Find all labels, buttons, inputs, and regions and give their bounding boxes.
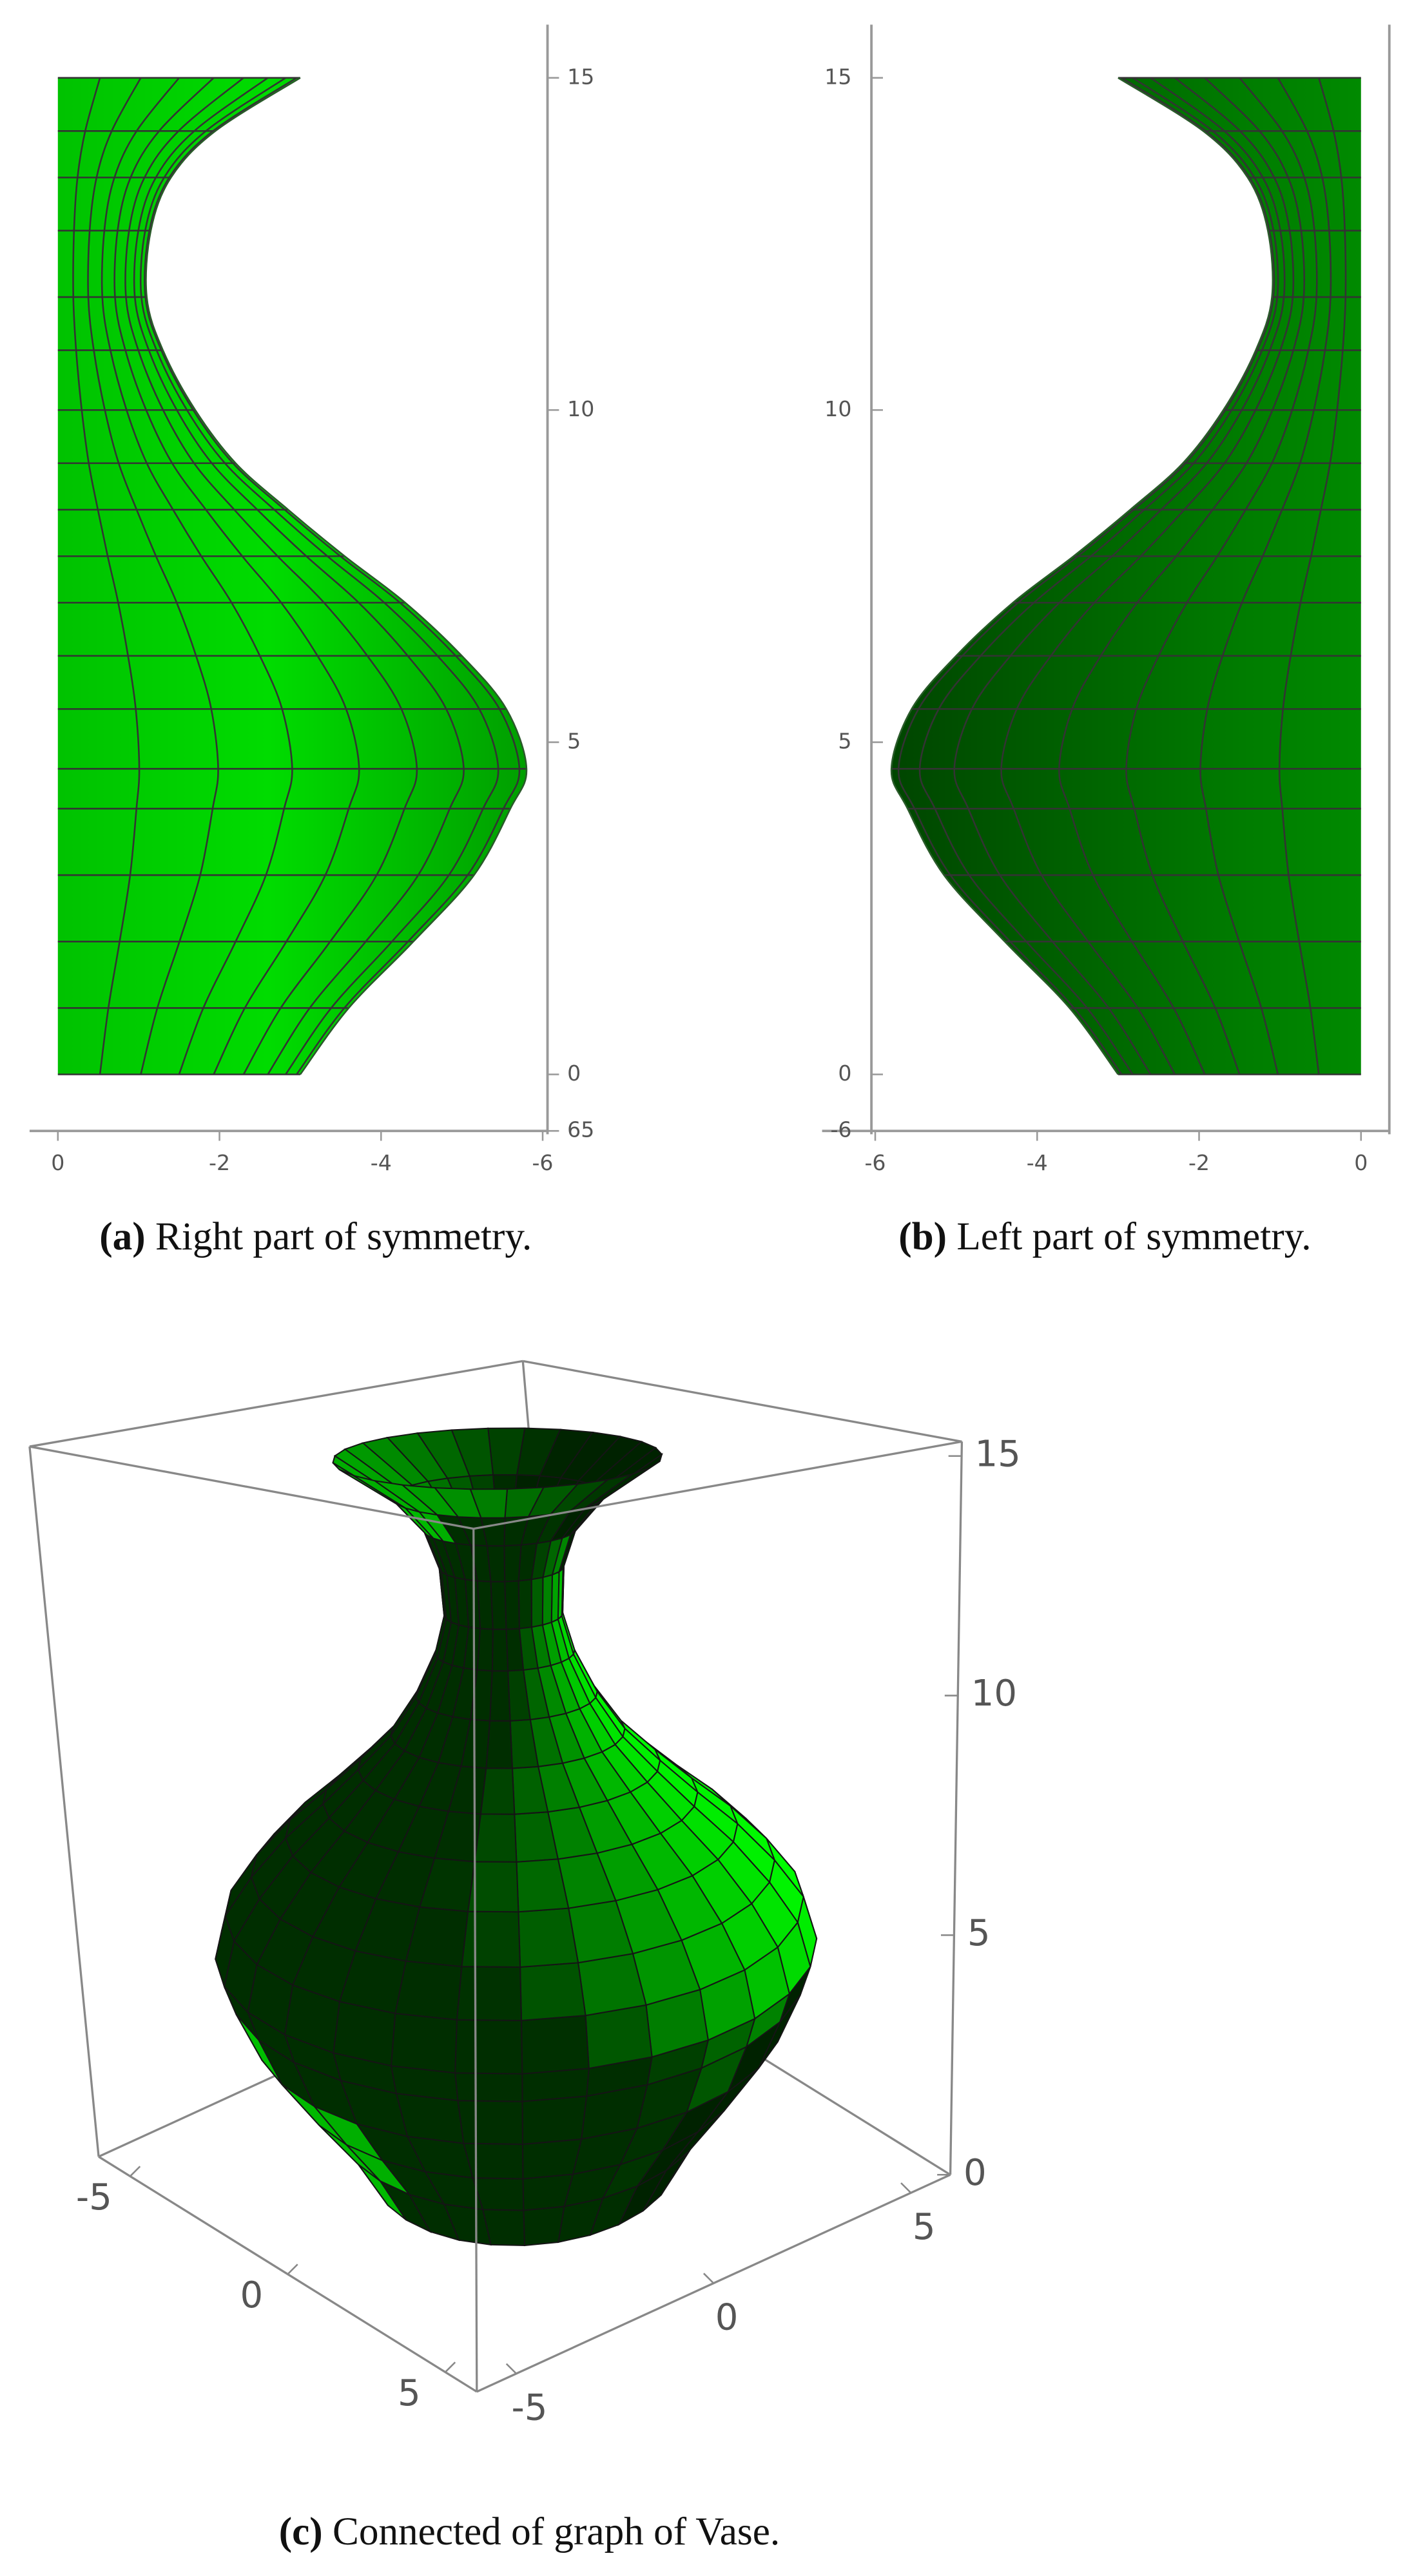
caption-text: Right part of symmetry. [155,1215,532,1258]
box-edge [473,1440,962,1530]
x-tick-label: -5 [76,2177,112,2218]
x-tick-label: -6 [532,1150,553,1175]
surface-patch [485,1720,514,1769]
surface-patch [476,1628,494,1672]
surface-patch [541,1573,553,1626]
profile-outline [145,77,528,1075]
y-tick [900,2182,912,2194]
x-tick-label: 0 [1354,1150,1368,1175]
x-tick-label: -2 [209,1150,230,1175]
surface-patch [467,1861,519,1913]
y-tick-label: 65 [567,1117,594,1142]
box-edge [472,1528,478,2392]
z-tick-label: 0 [964,2152,987,2194]
caption-label: (b) [898,1215,947,1258]
surface-patch [519,1962,586,2022]
surface-patch [585,2004,653,2070]
caption-text: Connected of graph of Vase. [333,2510,780,2553]
surface-patch [523,2206,565,2247]
surface-patch [521,2015,590,2075]
surface-patch [577,1952,647,2017]
x-tick-label: -4 [371,1150,392,1175]
surface-patch [469,1488,508,1519]
surface-patch [518,1579,532,1629]
surface-patch [457,2100,523,2145]
y-tick-label: 5 [838,728,851,753]
y-tick-label: 0 [838,1061,851,1086]
box-edge [28,1446,100,2157]
box-edge [29,1360,523,1448]
caption-c: (c) Connected of graph of Vase. [279,2510,780,2553]
surface-patch [474,1813,518,1863]
caption-label: (a) [99,1215,145,1258]
box-edge [476,2173,951,2393]
surface-patch [521,2138,583,2180]
surface-patch [491,1628,509,1672]
caption-text: Left part of symmetry. [956,1215,1311,1258]
y-tick-label: 10 [567,396,594,421]
y-tick-label: 15 [824,64,851,89]
surface-patch [394,1960,463,2021]
y-tick-label: 0 [715,2296,739,2338]
surface-patch [463,2142,524,2180]
surface-patch [454,2072,523,2102]
surface-patch [456,1966,523,2021]
box-edge [949,1441,964,2175]
x-tick-label: -2 [1188,1150,1210,1175]
y-tick [505,2363,517,2374]
surface-patch [390,2012,458,2074]
surface-patch [489,1670,511,1722]
x-tick [287,2264,298,2275]
surface-shade [891,77,1361,1075]
y-tick-label: -6 [830,1117,851,1142]
surface-shade [57,77,527,1075]
surface-patch [461,1910,521,1968]
z-tick-label: 5 [967,1912,991,1954]
profile-outline [890,77,1274,1075]
surface-patch [521,2095,588,2146]
surface-patch [504,1580,520,1630]
box-edge [29,1445,474,1530]
y-tick-label: 5 [567,728,581,753]
x-tick [445,2361,456,2373]
surface-patch [518,1907,579,1968]
caption-b: (b) Left part of symmetry. [898,1215,1311,1258]
y-tick-label: 0 [567,1061,581,1086]
y-tick-label: 10 [824,396,851,421]
x-tick [130,2166,141,2177]
surface-patch [479,1767,516,1815]
surface-patch [454,2019,523,2075]
x-tick-label: 0 [51,1150,64,1175]
x-tick-label: -4 [1027,1150,1048,1175]
y-tick-label: 15 [567,64,594,89]
z-tick-label: 10 [971,1673,1017,1715]
caption-label: (c) [279,2510,323,2553]
surface-patch [486,1545,506,1582]
z-tick-label: 15 [974,1433,1020,1475]
y-tick-label: -5 [511,2387,547,2429]
surface-patch [503,1544,522,1582]
x-tick-label: 5 [398,2372,421,2414]
surface-patch [490,1581,507,1630]
y-tick [702,2273,715,2284]
x-tick-label: -6 [864,1150,886,1175]
caption-a: (a) Right part of symmetry. [99,1215,532,1258]
x-tick-label: 0 [240,2274,263,2316]
surface-patch [530,1576,544,1628]
box-edge [522,1360,962,1443]
y-tick-label: 5 [913,2206,936,2248]
